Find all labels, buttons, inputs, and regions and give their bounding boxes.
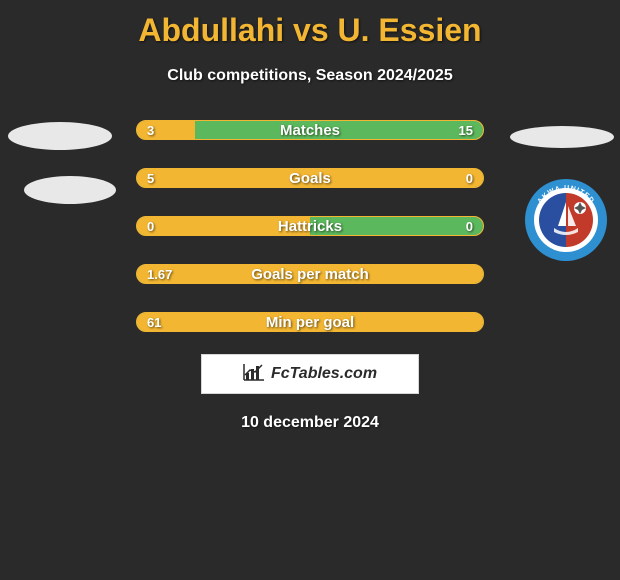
player1-photo-placeholder bbox=[8, 122, 112, 150]
brand-box: FcTables.com bbox=[201, 354, 419, 394]
bar-goals-label: Goals bbox=[137, 169, 483, 187]
comparison-bars: 3 Matches 15 5 Goals 0 0 Hattricks 0 1.6… bbox=[136, 120, 484, 332]
bar-min-per-goal: 61 Min per goal bbox=[136, 312, 484, 332]
bar-hattricks: 0 Hattricks 0 bbox=[136, 216, 484, 236]
bar-matches: 3 Matches 15 bbox=[136, 120, 484, 140]
bar-goals: 5 Goals 0 bbox=[136, 168, 484, 188]
page-subtitle: Club competitions, Season 2024/2025 bbox=[0, 67, 620, 85]
player2-photo-placeholder bbox=[510, 126, 614, 148]
bar-goals-right-val: 0 bbox=[466, 169, 473, 187]
bar-gpm-label: Goals per match bbox=[137, 265, 483, 283]
bar-hattricks-right-val: 0 bbox=[466, 217, 473, 235]
chart-icon bbox=[243, 363, 265, 386]
bar-matches-label: Matches bbox=[137, 121, 483, 139]
player2-club-badge: AKWA UNITED bbox=[524, 178, 608, 262]
player1-club-placeholder bbox=[24, 176, 116, 204]
bar-goals-per-match: 1.67 Goals per match bbox=[136, 264, 484, 284]
page-title: Abdullahi vs U. Essien bbox=[0, 0, 620, 49]
bar-matches-right-val: 15 bbox=[459, 121, 473, 139]
bar-mpg-label: Min per goal bbox=[137, 313, 483, 331]
date-text: 10 december 2024 bbox=[0, 414, 620, 432]
bar-hattricks-label: Hattricks bbox=[137, 217, 483, 235]
brand-text: FcTables.com bbox=[271, 365, 377, 383]
